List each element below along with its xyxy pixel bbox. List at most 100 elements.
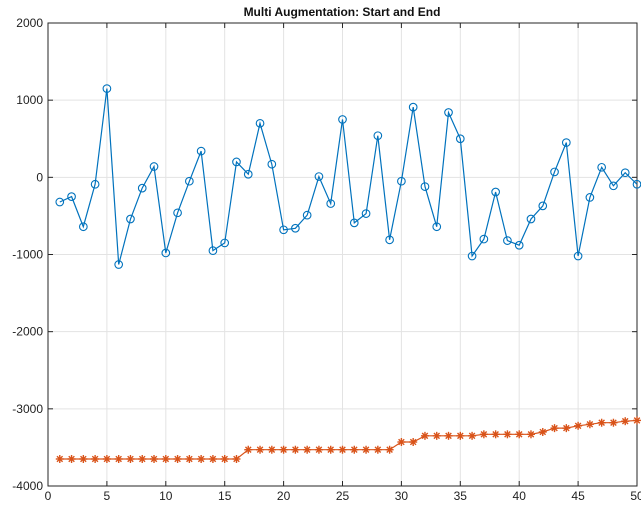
data-point [491, 187, 500, 197]
x-tick-label: 0 [45, 489, 52, 503]
data-point [173, 208, 182, 218]
asterisk-stroke [138, 455, 146, 463]
series-line [59, 88, 638, 265]
data-point [326, 445, 335, 454]
data-point [314, 172, 324, 181]
data-point [138, 454, 147, 463]
data-point [538, 427, 547, 436]
data-point [491, 430, 500, 439]
asterisk-stroke [539, 428, 547, 436]
data-point [91, 454, 100, 463]
y-tick-label: 1000 [16, 93, 43, 107]
data-point [55, 197, 65, 207]
data-point [597, 418, 606, 427]
data-point [220, 454, 229, 463]
asterisk-stroke [362, 446, 370, 454]
asterisk-stroke [244, 446, 252, 454]
data-point [432, 222, 442, 232]
asterisk-stroke [433, 432, 441, 440]
data-point [420, 431, 429, 440]
data-point [526, 430, 535, 439]
asterisk-stroke [633, 417, 641, 424]
asterisk-stroke [374, 446, 382, 454]
data-point [232, 454, 241, 463]
data-point [409, 438, 418, 447]
data-point [515, 430, 524, 439]
data-point [444, 108, 453, 117]
data-point [620, 168, 630, 178]
asterisk-stroke [150, 455, 158, 463]
asterisk-stroke [327, 446, 335, 454]
data-point [55, 454, 64, 463]
asterisk-stroke [233, 455, 240, 463]
asterisk-stroke [421, 432, 429, 440]
data-point [67, 454, 76, 463]
data-point [150, 454, 159, 463]
asterisk-stroke [350, 446, 358, 454]
data-point [597, 162, 607, 172]
data-point [503, 236, 512, 245]
data-point [326, 199, 336, 208]
data-point [78, 222, 88, 232]
data-point [256, 445, 265, 454]
asterisk-stroke [504, 431, 511, 438]
asterisk-stroke [115, 455, 122, 463]
data-point [126, 214, 135, 224]
data-point [385, 235, 394, 245]
y-tick-label: 0 [36, 170, 43, 184]
asterisk-stroke [209, 455, 217, 463]
data-point [561, 138, 571, 147]
x-tick-label: 15 [218, 489, 232, 503]
x-tick-label: 10 [159, 489, 173, 503]
y-tick-label: -2000 [12, 325, 43, 339]
data-point [185, 454, 194, 463]
data-point [538, 201, 548, 211]
asterisk-stroke [256, 446, 264, 454]
data-point [349, 218, 359, 228]
data-point [609, 418, 618, 427]
data-point [362, 445, 371, 454]
asterisk-stroke [610, 419, 617, 427]
asterisk-stroke [492, 431, 499, 438]
asterisk-stroke [339, 446, 346, 454]
data-point [243, 169, 253, 179]
asterisk-stroke [162, 455, 170, 463]
data-point [609, 181, 618, 191]
data-point [267, 445, 276, 454]
data-point [303, 445, 312, 454]
asterisk-stroke [197, 455, 205, 463]
data-point [244, 445, 253, 454]
data-point [102, 84, 112, 93]
asterisk-stroke [221, 455, 228, 463]
data-point [455, 134, 465, 144]
data-point [197, 454, 206, 463]
x-tick-label: 20 [277, 489, 291, 503]
asterisk-stroke [468, 432, 476, 440]
data-point [621, 417, 630, 426]
data-point [350, 445, 359, 454]
asterisk-stroke [292, 446, 299, 454]
y-tick-label: -3000 [12, 402, 43, 416]
asterisk-stroke [586, 420, 594, 428]
data-point [633, 416, 641, 425]
asterisk-stroke [445, 432, 452, 440]
data-point [220, 238, 230, 248]
asterisk-stroke [103, 455, 111, 463]
x-tick-label: 25 [336, 489, 350, 503]
data-point [208, 246, 218, 255]
data-point [149, 162, 159, 171]
asterisk-stroke [574, 422, 582, 430]
data-point [208, 454, 217, 463]
data-point [137, 183, 147, 193]
data-point [279, 225, 288, 235]
data-point [432, 431, 441, 440]
data-point [397, 438, 406, 447]
asterisk-stroke [515, 431, 523, 438]
data-point [161, 454, 170, 463]
data-point [338, 445, 347, 454]
x-tick-label: 30 [395, 489, 409, 503]
chart-title: Multi Augmentation: Start and End [244, 5, 441, 19]
data-point [90, 179, 100, 189]
asterisk-stroke [315, 446, 323, 454]
asterisk-stroke [56, 455, 64, 463]
